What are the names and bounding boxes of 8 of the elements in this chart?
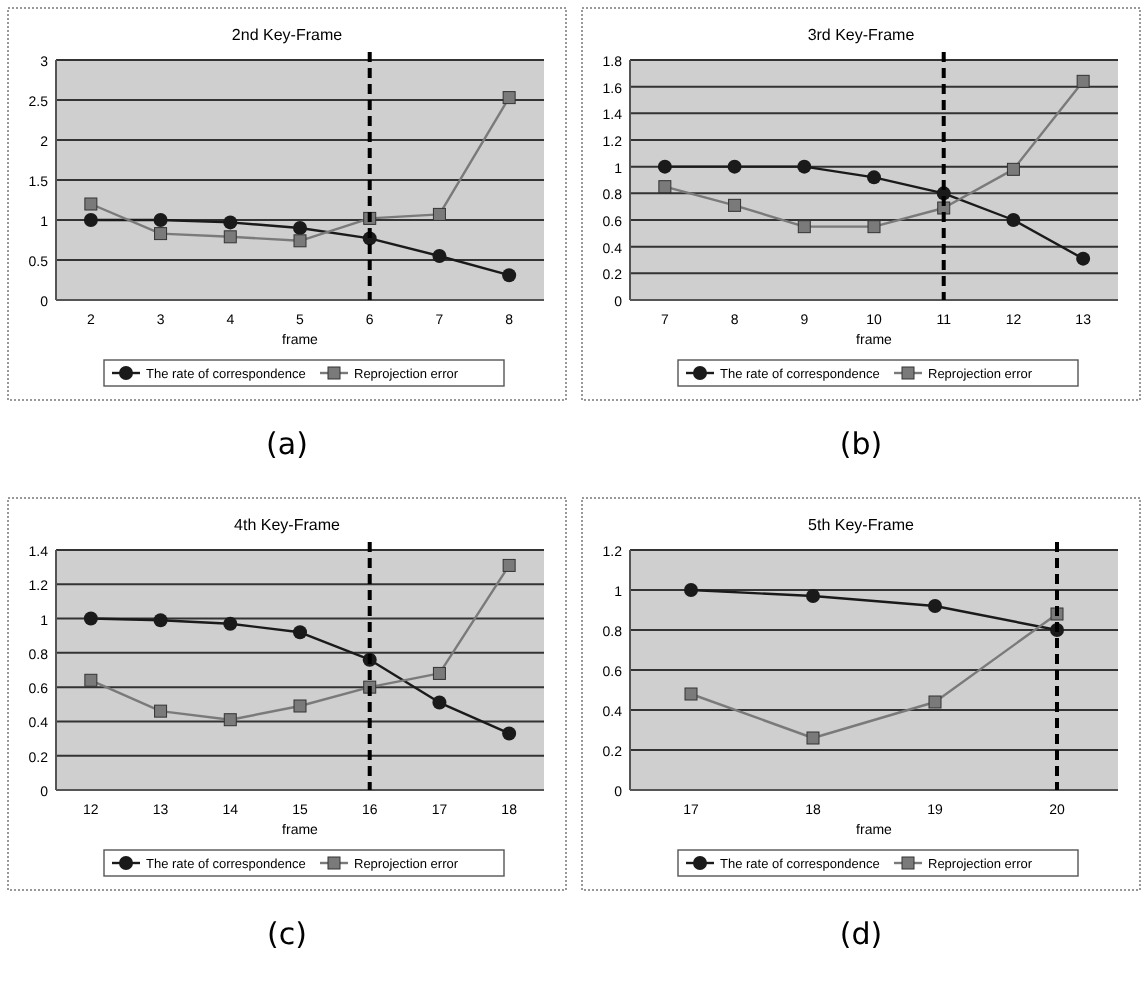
chart-title: 3rd Key-Frame (807, 26, 916, 44)
text: (c) (267, 916, 307, 952)
chart-title: 5th Key-Frame (808, 516, 916, 534)
text: (d) (839, 916, 883, 952)
text: (b) (839, 426, 883, 462)
chart-title: 4th Key-Frame (234, 516, 342, 534)
text: (a) (266, 426, 308, 462)
chart-title: 2nd Key-Frame (231, 26, 344, 44)
